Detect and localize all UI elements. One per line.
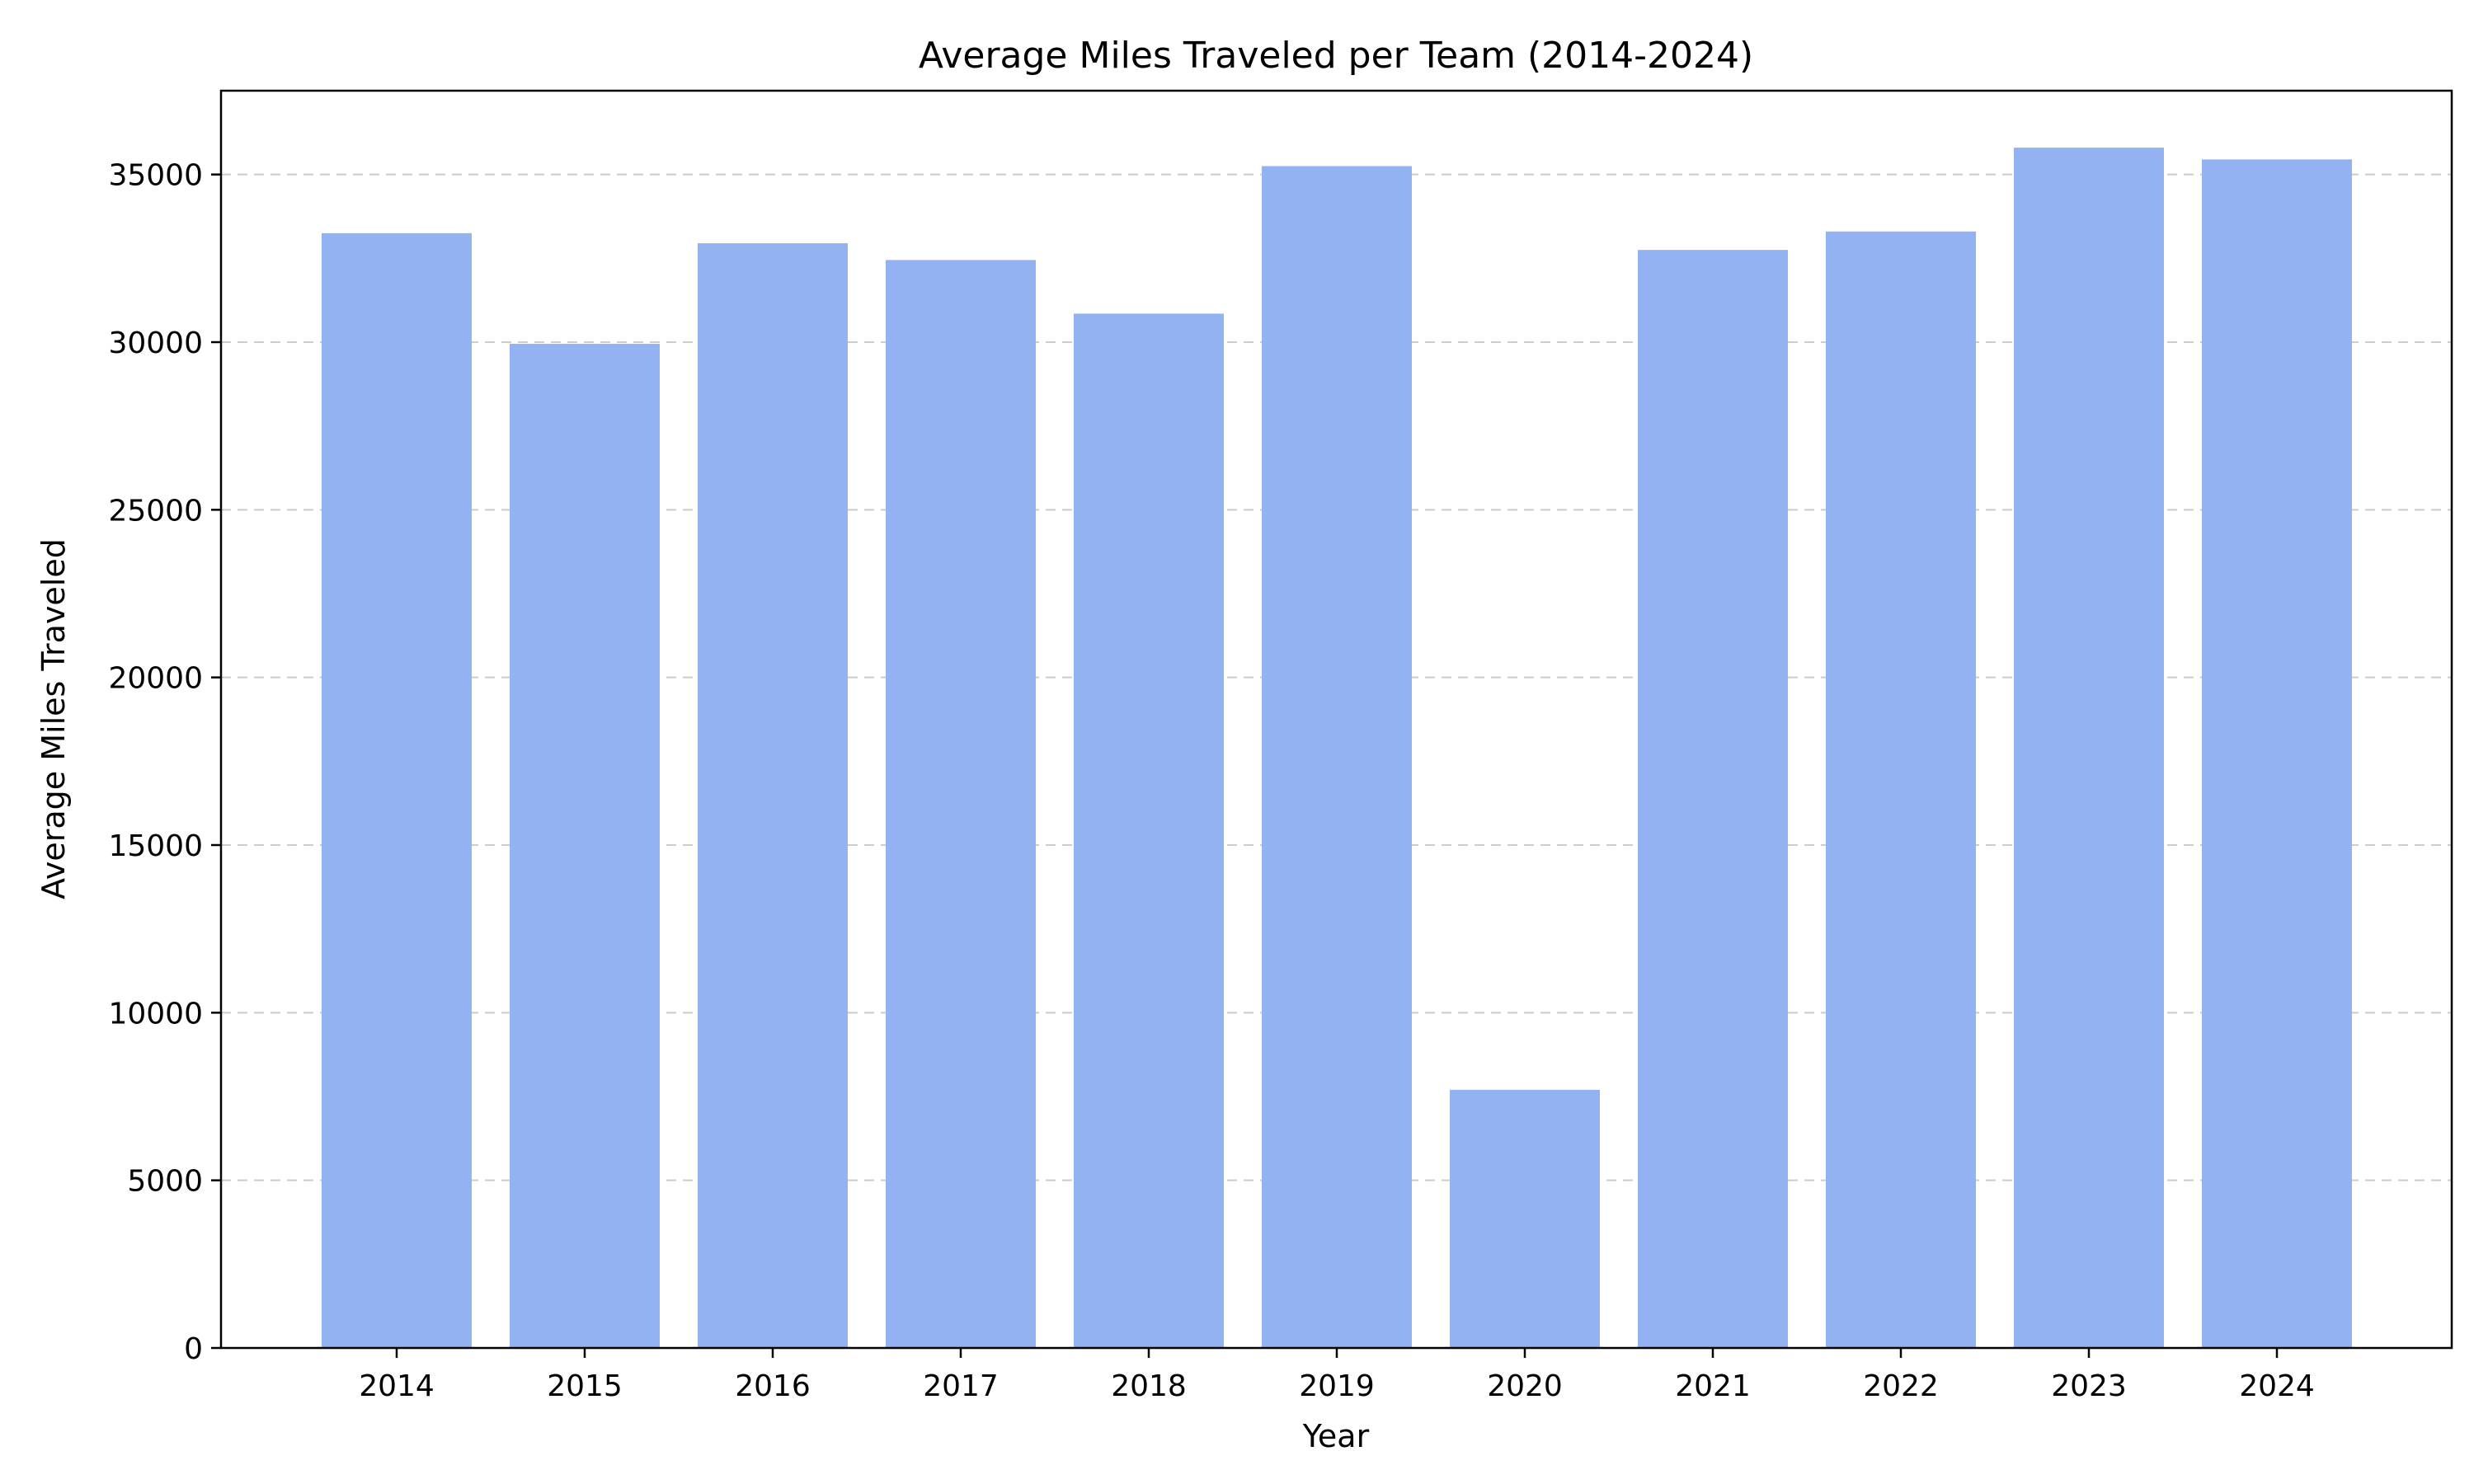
y-tick-label: 35000 (108, 159, 203, 193)
bar-2022 (1826, 231, 1976, 1348)
y-tick-label: 30000 (108, 326, 203, 360)
x-tick-label: 2014 (359, 1369, 435, 1403)
y-tick-label: 5000 (127, 1165, 203, 1199)
bar-2016 (698, 243, 848, 1348)
y-axis-label: Average Miles Traveled (35, 538, 72, 899)
x-tick-label: 2017 (923, 1369, 999, 1403)
x-tick-label: 2022 (1863, 1369, 1939, 1403)
bars (322, 148, 2352, 1349)
bar-2020 (1450, 1089, 1600, 1348)
x-tick-label: 2024 (2239, 1369, 2315, 1403)
y-tick-label: 10000 (108, 997, 203, 1031)
x-tick-label: 2021 (1675, 1369, 1751, 1403)
y-tick-label: 15000 (108, 829, 203, 863)
bar-2023 (2014, 148, 2164, 1349)
bar-2018 (1074, 313, 1224, 1348)
chart-title: Average Miles Traveled per Team (2014-20… (919, 35, 1753, 77)
x-axis-ticks: 2014 2015 2016 2017 2018 2019 2020 2021 2022 2023… (359, 1348, 2315, 1403)
y-tick-label: 20000 (108, 662, 203, 696)
x-tick-label: 2016 (735, 1369, 811, 1403)
bar-2021 (1638, 250, 1788, 1349)
bar-2014 (322, 232, 472, 1348)
y-axis-ticks: 0 5000 10000 15000 20000 25000 30000 35000 (108, 159, 221, 1366)
bar-2019 (1262, 166, 1412, 1348)
x-tick-label: 2015 (547, 1369, 623, 1403)
x-tick-label: 2018 (1111, 1369, 1187, 1403)
x-tick-label: 2023 (2051, 1369, 2127, 1403)
y-tick-label: 25000 (108, 494, 203, 528)
bar-2024 (2202, 159, 2352, 1348)
x-tick-label: 2020 (1487, 1369, 1563, 1403)
x-axis-label: Year (1302, 1418, 1370, 1454)
y-tick-label: 0 (184, 1332, 203, 1366)
x-tick-label: 2019 (1299, 1369, 1375, 1403)
bar-2015 (510, 344, 660, 1348)
bar-2017 (886, 260, 1036, 1348)
